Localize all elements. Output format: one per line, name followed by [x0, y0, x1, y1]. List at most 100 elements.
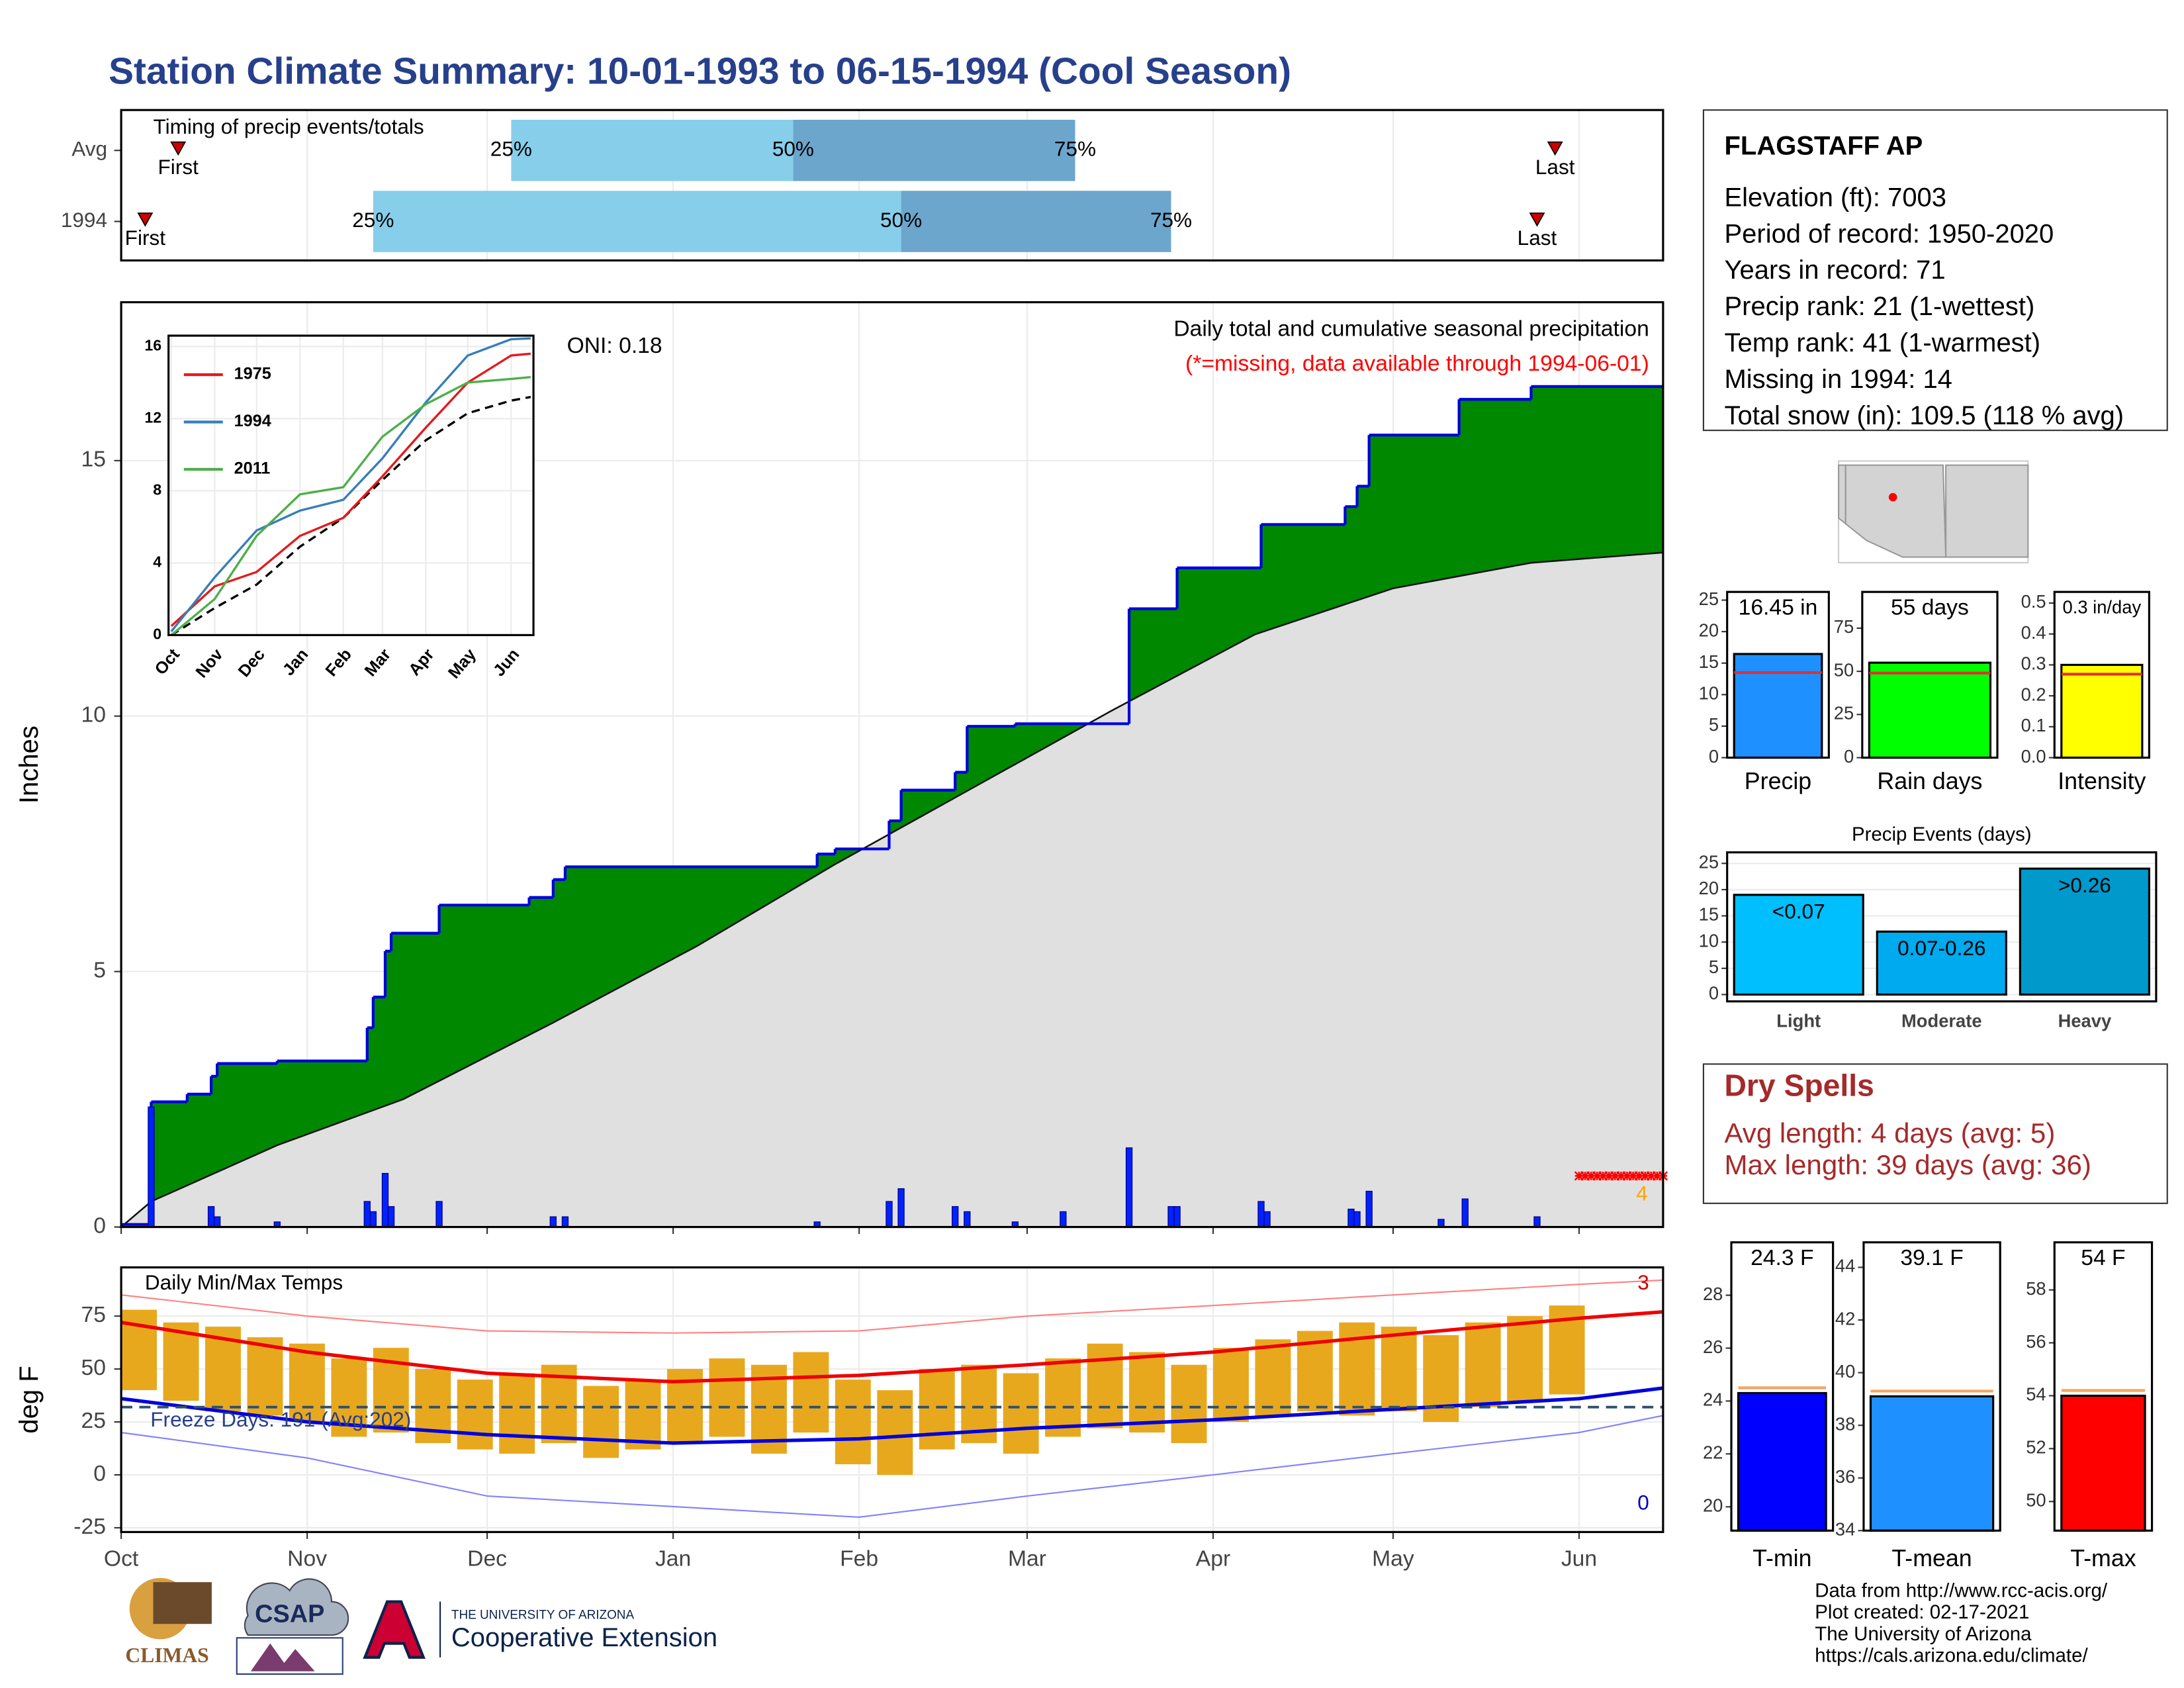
legend-label: 1994	[234, 412, 271, 430]
temp-range-bar	[1129, 1352, 1165, 1433]
quantile-label: 50%	[880, 208, 922, 232]
panel-title: Daily Min/Max Temps	[145, 1270, 343, 1294]
missing-marker	[1640, 1171, 1650, 1181]
y-axis-label: deg F	[15, 1366, 44, 1433]
daily-bar	[1125, 1147, 1133, 1228]
logo-text: THE UNIVERSITY OF ARIZONA	[451, 1609, 635, 1622]
x-tick-label: Jan	[655, 1546, 691, 1571]
bar	[2060, 1394, 2146, 1532]
daily-bar	[1173, 1206, 1181, 1228]
x-tick-label: Apr	[1196, 1546, 1230, 1571]
event-label: Last	[1535, 155, 1575, 179]
x-tick-label: Jun	[1561, 1546, 1597, 1571]
y-axis-label: Inches	[15, 726, 44, 804]
daily-bar	[369, 1211, 377, 1228]
y-tick-label: 75	[81, 1303, 106, 1327]
event-label: First	[158, 155, 199, 179]
daily-bar	[561, 1216, 569, 1228]
y-tick-label: 16	[144, 337, 161, 354]
y-tick-label: 0.3	[2021, 653, 2046, 674]
y-tick-label: 0.1	[2021, 715, 2046, 735]
temp-range-bar	[709, 1358, 745, 1437]
y-tick-label: 12	[144, 409, 161, 426]
y-tick-label: 0	[1709, 983, 1719, 1004]
y-tick-label: 50	[81, 1356, 106, 1380]
y-tick-label: 25	[81, 1409, 106, 1433]
y-tick-label: 0.5	[2021, 591, 2046, 612]
missing-marker	[1634, 1171, 1644, 1181]
x-tick-label: Oct	[104, 1546, 139, 1571]
panel-frame	[120, 109, 1664, 262]
missing-marker	[1604, 1171, 1614, 1181]
value-label: 24.3 F	[1751, 1246, 1813, 1270]
daily-bar	[213, 1216, 221, 1228]
bin-label: >0.26	[2058, 873, 2111, 897]
quantile-label: 25%	[490, 137, 532, 161]
temp-range-bar	[289, 1343, 325, 1423]
y-tick-label: 58	[2026, 1278, 2046, 1299]
station-line: Years in record: 71	[1724, 256, 1945, 285]
y-tick-label: 38	[1835, 1413, 1855, 1434]
value-label: 16.45 in	[1739, 595, 1818, 620]
temp-range-bar	[499, 1373, 535, 1454]
legend-label: 1975	[234, 365, 271, 383]
value-label: 54 F	[2081, 1246, 2125, 1270]
quantile-bar	[793, 119, 1075, 181]
y-tick-label: 26	[1703, 1336, 1723, 1357]
temp-range-bar	[1087, 1343, 1123, 1429]
panel-frame	[1730, 1241, 1835, 1532]
daily-bar	[952, 1206, 959, 1228]
bin-label: 0.07-0.26	[1897, 936, 1985, 960]
daily-bar	[897, 1188, 905, 1228]
bar	[2019, 867, 2150, 996]
y-tick-label: 0.2	[2021, 684, 2046, 704]
category-label: Light	[1776, 1011, 1821, 1031]
y-tick-label: 5	[1709, 714, 1719, 735]
y-tick-label: 4	[153, 553, 161, 571]
temp-range-bar	[457, 1380, 493, 1450]
x-tick-label: Nov	[287, 1546, 327, 1571]
temp-range-bar	[1381, 1327, 1417, 1412]
daily-bar	[207, 1206, 215, 1228]
y-tick-label: 15	[1699, 651, 1719, 672]
y-tick-label: 75	[1834, 616, 1854, 637]
series-line	[170, 376, 531, 636]
daily-bar	[964, 1211, 971, 1228]
station-line: Temp rank: 41 (1-warmest)	[1724, 328, 2040, 357]
missing-marker	[1592, 1171, 1602, 1181]
missing-marker	[1622, 1171, 1632, 1181]
panel-frame	[2053, 590, 2150, 759]
cumulative-area	[211, 1076, 218, 1227]
daily-bar	[1347, 1208, 1355, 1228]
missing-marker	[1586, 1171, 1596, 1181]
bar	[1733, 653, 1823, 759]
credit-line: Plot created: 02-17-2021	[1815, 1601, 2029, 1623]
bar	[2060, 663, 2144, 759]
temp-range-bar	[247, 1337, 283, 1416]
quantile-label: 25%	[352, 208, 394, 232]
y-tick-label: 25	[1834, 703, 1854, 724]
locator-map	[1838, 460, 2029, 564]
y-tick-label: 25	[1699, 588, 1719, 609]
missing-count: 4	[1636, 1182, 1648, 1205]
missing-marker	[1574, 1171, 1584, 1181]
daily-bar	[435, 1201, 443, 1228]
bin-label: <0.07	[1772, 900, 1825, 923]
record-min-line	[120, 1415, 1664, 1519]
y-tick-label: 10	[81, 703, 106, 727]
bar	[1876, 930, 2007, 996]
daily-bar	[363, 1201, 371, 1228]
daily-bar	[886, 1201, 893, 1228]
row-label: 1994	[61, 208, 107, 232]
temp-range-bar	[1045, 1358, 1081, 1437]
panel-frame	[120, 301, 1664, 1229]
temp-range-bar	[1507, 1316, 1543, 1401]
x-tick-label: Feb	[840, 1546, 878, 1571]
credit-line: https://cals.arizona.edu/climate/	[1815, 1644, 2088, 1666]
station-name: FLAGSTAFF AP	[1724, 132, 1923, 161]
event-marker	[1529, 212, 1545, 227]
y-tick-label: 20	[1703, 1495, 1723, 1516]
chart-title: Daily total and cumulative seasonal prec…	[1173, 317, 1649, 342]
y-tick-label: 10	[1699, 930, 1719, 951]
legend-label: 2011	[234, 459, 271, 478]
